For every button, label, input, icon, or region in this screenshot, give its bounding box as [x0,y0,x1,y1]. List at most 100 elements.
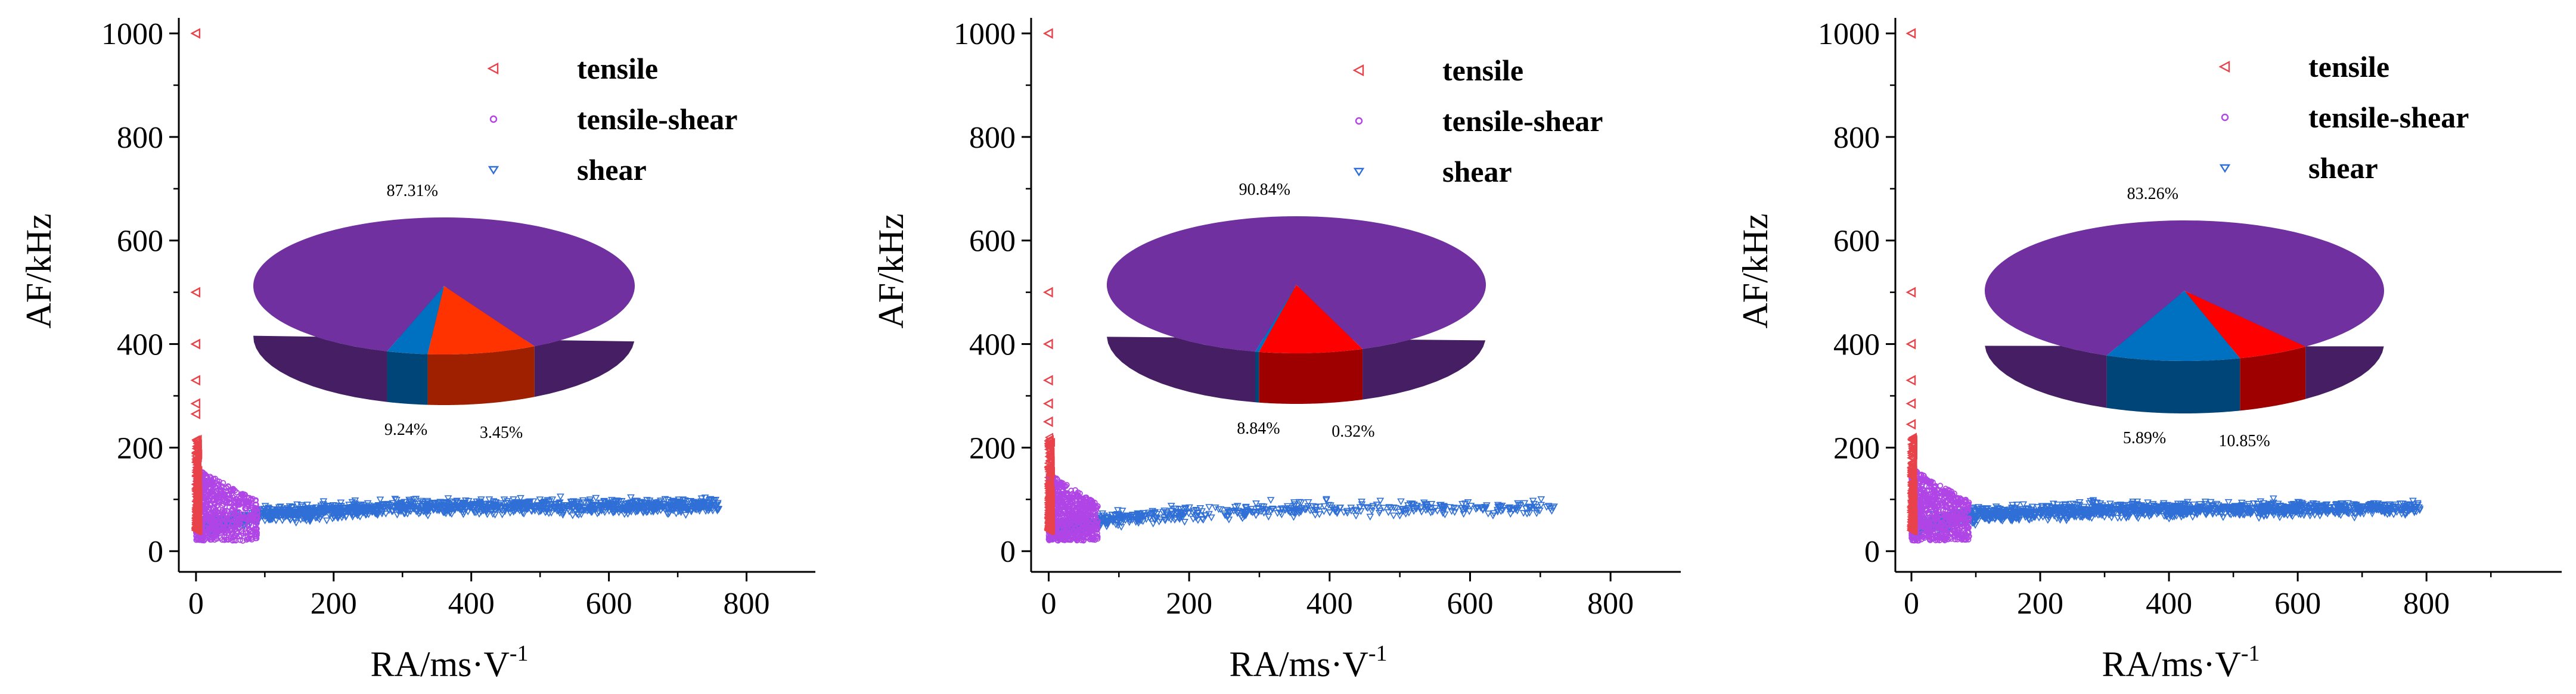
y-axis-title: AF/kHz [1736,213,1775,328]
shear-point [416,500,424,508]
shear-point [446,498,454,506]
pie-label-shear: 0.32% [1332,422,1374,441]
shear-point [345,505,353,512]
shear-point [305,509,314,516]
shear-point [540,499,548,506]
legend-marker-shape [487,63,499,74]
x-tick-label: 0 [188,587,204,621]
shear-point [285,503,294,511]
shear-point [1208,514,1215,522]
shear-point [400,511,408,518]
shear-point [677,506,685,514]
shear-point [376,496,384,504]
shear-point [701,499,709,506]
shear-point [281,510,288,518]
shear-point [492,505,501,513]
x-tick-label: 800 [2403,587,2450,621]
legend-marker-shape [1355,117,1363,125]
shear-point [301,514,309,521]
shear-point [620,511,629,518]
shear-point [377,502,385,509]
y-tick-label: 1000 [1818,17,1880,51]
series-tensile [190,28,203,536]
legend-label-tensile: tensile [1442,54,1523,87]
shear-point [423,508,431,516]
y-tick-label: 0 [148,535,163,569]
x-tick-label: 600 [2274,587,2321,621]
series-tensile [1042,28,1056,536]
shear-point [1366,514,1374,521]
y-tick-label: 0 [1864,535,1880,569]
shear-point [649,509,657,516]
tensile-outlier-point [1042,338,1053,350]
shear-point [712,496,720,504]
shear-point [292,509,300,516]
shear-point [295,506,303,513]
shear-point [378,508,387,515]
shear-point [629,504,637,512]
shear-point [485,505,493,512]
pie-label-tensile: 8.84% [1237,419,1280,438]
shear-point [652,506,660,514]
shear-point [625,508,634,515]
shear-point [657,503,666,510]
legend-marker-shear [488,166,499,175]
shear-point [401,499,409,506]
shear-point [590,502,598,509]
pie-label-tensile-shear: 87.31% [387,182,438,200]
shear-point [482,501,491,509]
shear-point [1389,512,1398,519]
shear-point [321,508,329,516]
x-axis-title: RA/ms·V-1 [1229,641,1387,684]
shear-point [451,505,459,513]
legend-marker-shape [489,115,498,123]
tensile-outlier-point [190,287,201,298]
shear-point [302,517,311,525]
shear-point [1205,504,1213,511]
shear-point [1529,497,1537,505]
shear-point [680,503,688,511]
pie-wall-shear [1255,351,1259,403]
shear-point [331,509,339,516]
legend-marker-shear [1353,167,1365,177]
shear-point [548,496,557,503]
legend-marker-tensile [1352,64,1364,76]
shear-point [624,502,632,510]
legend-label-tensile-shear: tensile-shear [1442,104,1603,138]
shear-point [657,497,665,505]
shear-point [333,514,342,521]
x-tick-label: 800 [1587,587,1634,621]
shear-point [405,507,413,515]
shear-point [452,498,460,506]
shear-point [638,499,646,507]
legend-marker-tensile-shear [489,115,498,123]
shear-point [527,508,536,515]
shear-point [494,502,502,509]
legend-label-tensile: tensile [577,52,658,85]
legend-label-tensile-shear: tensile-shear [577,102,737,136]
shear-point [627,494,635,502]
shear-point [275,504,283,512]
shear-point [1537,496,1545,503]
shear-point [466,503,474,511]
shear-point [619,505,626,513]
x-tick-label: 400 [1306,587,1353,621]
shear-point [671,504,679,511]
shear-point [520,511,528,518]
tensile-outlier-point [1042,375,1053,386]
shear-point [710,502,718,509]
shear-point [607,500,616,508]
shear-point [559,510,567,517]
shear-point [365,511,373,518]
shear-point [511,507,519,515]
shear-point [517,495,524,502]
shear-point [687,506,696,514]
shear-point [614,505,622,512]
shear-point [615,509,623,516]
y-tick-label: 600 [117,225,163,259]
shear-point [538,507,545,514]
shear-point [522,499,530,507]
shear-point [585,498,594,506]
shear-point [365,502,373,510]
